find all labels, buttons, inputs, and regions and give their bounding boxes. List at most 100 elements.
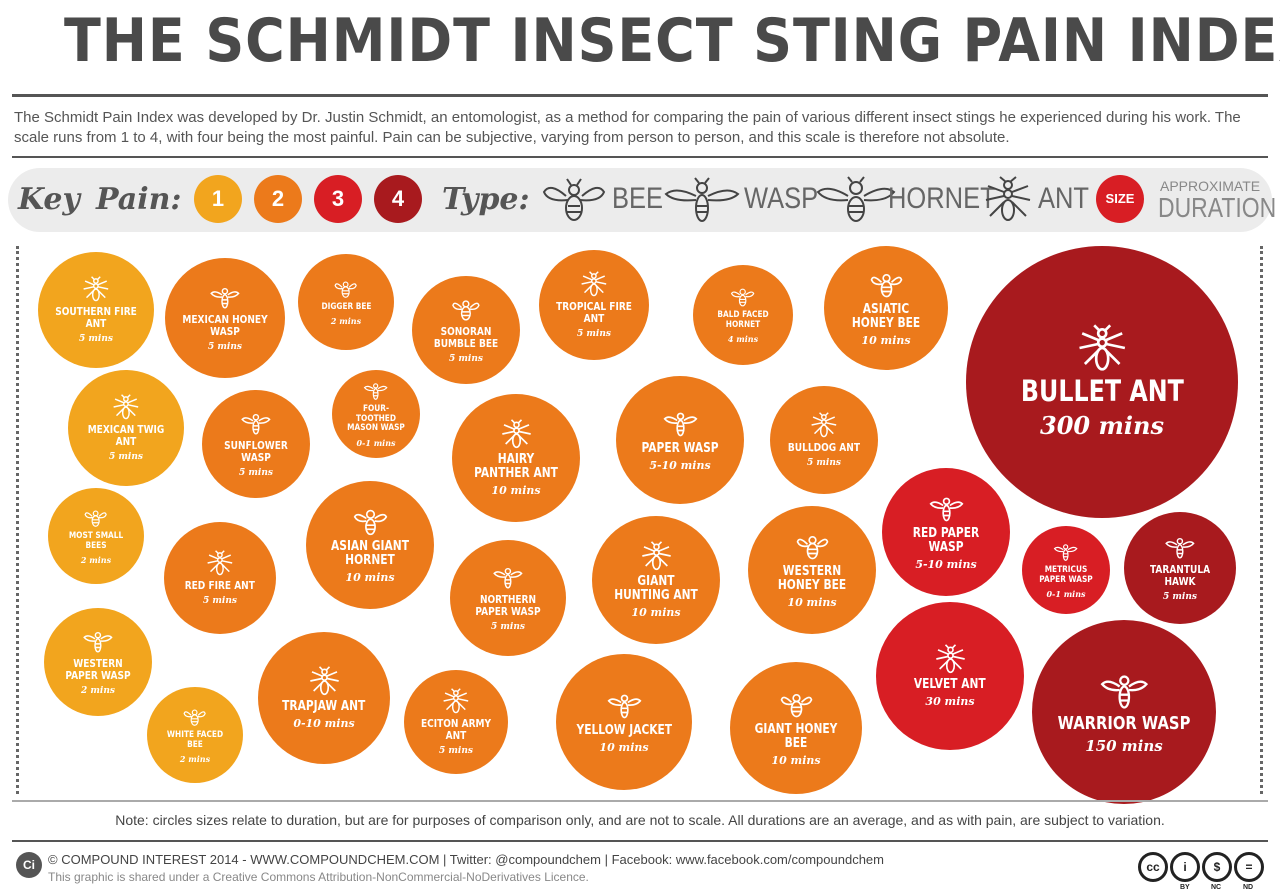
insect-bubble: SONORAN BUMBLE BEE 5 mins — [412, 276, 520, 384]
insect-duration: 5-10 mins — [649, 459, 711, 473]
insect-duration: 10 mins — [787, 596, 837, 610]
insect-duration: 0-1 mins — [356, 437, 396, 448]
insect-bubble: PAPER WASP 5-10 mins — [616, 376, 744, 504]
insect-name: YELLOW JACKET — [576, 722, 672, 738]
insect-bubble: NORTHERN PAPER WASP 5 mins — [450, 540, 566, 656]
wasp-icon — [663, 412, 697, 437]
pain-3-badge: 3 — [314, 175, 362, 223]
insect-duration: 2 mins — [330, 316, 362, 327]
insect-duration: 5-10 mins — [915, 558, 977, 572]
insect-name: BALD FACED HORNET — [717, 310, 769, 330]
wasp-icon — [1100, 674, 1148, 709]
insect-name: MOST SMALL BEES — [68, 531, 124, 551]
insect-bubble: GIANT HONEY BEE 10 mins — [730, 662, 862, 794]
wasp-icon — [1054, 544, 1078, 561]
by-icon: i — [1170, 852, 1200, 882]
insect-name: ASIAN GIANT HORNET — [331, 538, 409, 568]
hornet-icon — [816, 176, 896, 222]
insect-bubble: WARRIOR WASP 150 mins — [1032, 620, 1216, 804]
licence-text: This graphic is shared under a Creative … — [48, 870, 589, 884]
cc-icon: cc — [1138, 852, 1168, 882]
hornet-icon — [353, 509, 387, 536]
bee-icon — [183, 709, 207, 726]
insect-name: ASIATIC HONEY BEE — [851, 301, 921, 331]
insect-name: MEXICAN TWIG ANT — [87, 423, 165, 448]
wasp-icon — [929, 497, 963, 522]
bee-icon — [780, 693, 812, 718]
insect-name: BULLET ANT — [1020, 374, 1184, 409]
insect-duration: 10 mins — [631, 606, 681, 620]
wasp-icon — [364, 383, 388, 401]
nc-label: NC — [1211, 884, 1222, 891]
insect-name: SOUTHERN FIRE ANT — [55, 305, 137, 330]
insect-name: GIANT HUNTING ANT — [614, 573, 698, 603]
insect-bubble: BULLET ANT 300 mins — [966, 246, 1238, 518]
wasp-icon — [607, 694, 641, 719]
wasp-icon — [210, 288, 240, 310]
credit-text: © COMPOUND INTEREST 2014 - WWW.COMPOUNDC… — [48, 852, 884, 867]
insect-bubble: ASIATIC HONEY BEE 10 mins — [824, 246, 948, 370]
insect-duration: 5 mins — [203, 595, 237, 606]
insect-duration: 5 mins — [79, 333, 113, 344]
insect-name: RED PAPER WASP — [912, 525, 980, 555]
insect-name: TARANTULA HAWK — [1149, 563, 1211, 588]
insect-duration: 10 mins — [345, 571, 395, 585]
ant-icon — [309, 665, 339, 695]
ant-icon — [581, 271, 607, 297]
type-wasp-label: WASP — [744, 182, 819, 215]
insect-duration: 5 mins — [208, 341, 242, 352]
insect-name: TRAPJAW ANT — [282, 698, 366, 714]
intro-text: The Schmidt Pain Index was developed by … — [14, 109, 1241, 146]
insect-bubble: TROPICAL FIRE ANT 5 mins — [539, 250, 649, 360]
insect-duration: 4 mins — [727, 333, 759, 344]
insect-bubble: TARANTULA HAWK 5 mins — [1124, 512, 1236, 624]
insect-name: TROPICAL FIRE ANT — [556, 300, 632, 325]
insect-duration: 10 mins — [491, 484, 541, 498]
insect-name: FOUR-TOOTHED MASON WASP — [347, 404, 405, 434]
key-bar: Key Pain: 1 2 3 4 Type: BEE WASP HORNET … — [8, 168, 1276, 232]
type-label: Type: — [442, 182, 530, 217]
insect-duration: 2 mins — [81, 685, 115, 696]
insect-name: BULLDOG ANT — [787, 441, 861, 455]
insect-name: WARRIOR WASP — [1057, 712, 1191, 734]
pain-label: Pain: — [96, 182, 182, 217]
note-top-rule — [12, 800, 1268, 802]
nc-icon: $ — [1202, 852, 1232, 882]
ant-icon — [1079, 324, 1125, 371]
size-badge: SIZE — [1096, 175, 1144, 223]
insect-duration: 30 mins — [925, 695, 975, 709]
insect-bubble: WESTERN PAPER WASP 2 mins — [44, 608, 152, 716]
insect-bubble: ECITON ARMY ANT 5 mins — [404, 670, 508, 774]
insect-bubble: METRICUS PAPER WASP 0-1 mins — [1022, 526, 1110, 614]
insect-bubble: MEXICAN HONEY WASP 5 mins — [165, 258, 285, 378]
insect-bubble: VELVET ANT 30 mins — [876, 602, 1024, 750]
footnote: Note: circles sizes relate to duration, … — [115, 812, 1165, 828]
bee-icon — [542, 178, 606, 221]
bee-icon — [452, 300, 480, 322]
insect-name: RED FIRE ANT — [184, 579, 256, 593]
footer-rule — [12, 840, 1268, 842]
insect-name: ECITON ARMY ANT — [420, 717, 492, 742]
wasp-icon — [83, 632, 113, 654]
ant-icon — [985, 176, 1031, 221]
insect-bubble: MEXICAN TWIG ANT 5 mins — [68, 370, 184, 486]
insect-duration: 5 mins — [109, 451, 143, 462]
insect-duration: 0-10 mins — [293, 717, 355, 731]
insect-bubble: MOST SMALL BEES 2 mins — [48, 488, 144, 584]
wasp-icon — [1165, 538, 1195, 560]
insect-bubble: WHITE FACED BEE 2 mins — [147, 687, 243, 783]
insect-name: NORTHERN PAPER WASP — [475, 593, 541, 618]
bee-icon — [796, 535, 828, 560]
ant-icon — [935, 643, 965, 673]
ant-icon — [811, 412, 837, 438]
by-label: BY — [1180, 884, 1190, 891]
insect-duration: 5 mins — [239, 467, 273, 478]
insect-bubble: SOUTHERN FIRE ANT 5 mins — [38, 252, 154, 368]
nd-icon: = — [1234, 852, 1264, 882]
insect-duration: 5 mins — [449, 353, 483, 364]
insect-duration: 10 mins — [861, 334, 911, 348]
insect-duration: 300 mins — [1040, 410, 1164, 440]
insect-bubble: RED PAPER WASP 5-10 mins — [882, 468, 1010, 596]
insect-duration: 2 mins — [179, 753, 211, 764]
